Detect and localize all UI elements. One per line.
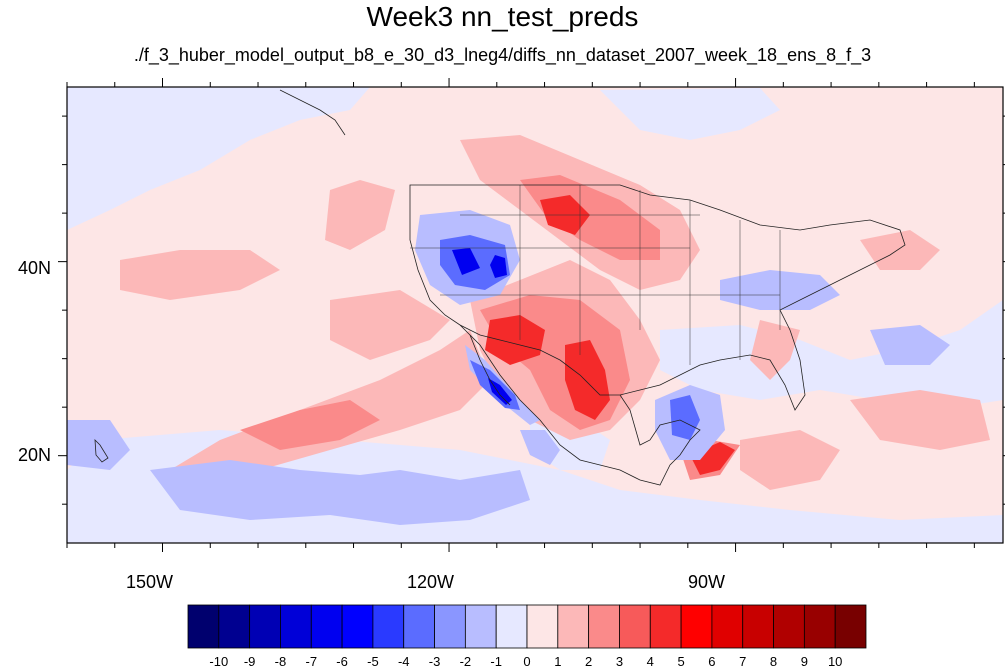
colorbar-swatch: [434, 604, 466, 649]
state-borders: [410, 185, 781, 365]
contour-map: [58, 78, 1005, 552]
plot-title: Week3 nn_test_preds: [366, 1, 639, 32]
colorbar-swatch: [341, 604, 374, 649]
colorbar-swatch: [280, 604, 312, 649]
colorbar-swatch: [742, 604, 774, 649]
colorbar-swatch: [464, 604, 497, 649]
colorbar-label: -9: [243, 654, 256, 669]
colorbar-swatch: [711, 604, 744, 649]
colorbar-label: 5: [677, 654, 685, 669]
colorbar-swatch: [557, 604, 590, 649]
colorbar-label: -1: [490, 654, 502, 669]
lon-tick-label-150w: 150W: [126, 572, 174, 592]
colorbar-label: -2: [459, 654, 472, 669]
colorbar-label: 9: [800, 654, 808, 669]
lon-tick-label-120w: 120W: [407, 572, 455, 592]
map-frame: [66, 86, 1004, 544]
colorbar-swatch: [619, 604, 651, 649]
colorbar-swatch: [310, 604, 343, 649]
colorbar-swatch: [773, 604, 805, 649]
colorbar-label: -7: [305, 654, 318, 669]
colorbar-label: -3: [428, 654, 441, 669]
colorbar-label: 10: [827, 654, 843, 669]
colorbar-label: 7: [739, 654, 747, 669]
colorbar-swatch: [834, 604, 867, 649]
plot-subtitle: ./f_3_huber_model_output_b8_e_30_d3_lneg…: [133, 45, 872, 65]
contour-fill-deep-blue: [452, 248, 512, 405]
colorbar-label: -10: [209, 654, 229, 669]
colorbar-swatch: [218, 604, 251, 649]
colorbar-swatch: [249, 604, 281, 649]
colorbar-label: -6: [336, 654, 348, 669]
lon-tick-label-90w: 90W: [688, 572, 726, 592]
colorbar-label: -4: [397, 654, 410, 669]
colorbar-swatch: [372, 604, 405, 649]
colorbar-swatch: [588, 604, 620, 649]
colorbar-swatch: [187, 604, 220, 649]
colorbar-label: 3: [615, 654, 624, 669]
colorbar-label: -5: [367, 654, 379, 669]
colorbar-swatch: [495, 604, 528, 649]
colorbar-label: 2: [585, 654, 593, 669]
colorbar-swatches: [187, 604, 867, 649]
colorbar-label: -8: [274, 654, 287, 669]
colorbar-swatch: [403, 604, 435, 649]
colorbar-label: 0: [523, 654, 531, 669]
colorbar-swatch: [526, 604, 559, 649]
colorbar-label: 8: [769, 654, 778, 669]
lat-tick-label-40n: 40N: [18, 258, 52, 278]
colorbar-swatch: [680, 604, 713, 649]
colorbar-label: 6: [708, 654, 716, 669]
coastlines: [94, 89, 906, 486]
lat-tick-label-20n: 20N: [18, 445, 52, 465]
colorbar-swatch: [803, 604, 836, 649]
colorbar-swatch: [649, 604, 682, 649]
colorbar-label: 4: [646, 654, 654, 669]
colorbar-label: 1: [554, 654, 562, 669]
